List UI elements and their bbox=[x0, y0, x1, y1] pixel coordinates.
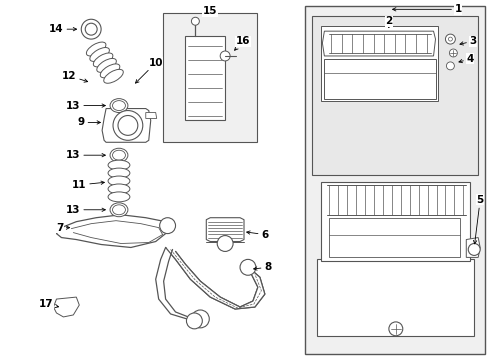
Polygon shape bbox=[185, 36, 224, 121]
Text: 9: 9 bbox=[78, 117, 100, 127]
Polygon shape bbox=[321, 182, 469, 261]
Circle shape bbox=[160, 218, 175, 234]
Text: 13: 13 bbox=[66, 150, 105, 160]
Text: 1: 1 bbox=[392, 4, 461, 14]
Ellipse shape bbox=[110, 99, 128, 113]
Ellipse shape bbox=[110, 148, 128, 162]
Circle shape bbox=[220, 51, 230, 61]
Polygon shape bbox=[322, 31, 435, 56]
Text: 16: 16 bbox=[234, 36, 250, 50]
Text: 13: 13 bbox=[66, 100, 105, 111]
Text: 6: 6 bbox=[246, 230, 268, 239]
Text: 10: 10 bbox=[135, 58, 163, 83]
Ellipse shape bbox=[112, 205, 125, 215]
Bar bbox=[312, 16, 477, 175]
Ellipse shape bbox=[108, 168, 130, 178]
Text: 8: 8 bbox=[253, 262, 271, 272]
Text: 14: 14 bbox=[49, 24, 77, 34]
Ellipse shape bbox=[93, 53, 113, 67]
Ellipse shape bbox=[108, 192, 130, 202]
Text: 2: 2 bbox=[385, 16, 392, 27]
Circle shape bbox=[448, 49, 456, 57]
Text: 7: 7 bbox=[56, 222, 69, 233]
Polygon shape bbox=[317, 260, 473, 336]
Circle shape bbox=[217, 235, 233, 251]
Ellipse shape bbox=[110, 203, 128, 217]
Ellipse shape bbox=[108, 176, 130, 186]
Circle shape bbox=[240, 260, 255, 275]
Ellipse shape bbox=[86, 42, 106, 56]
Ellipse shape bbox=[112, 150, 125, 160]
Circle shape bbox=[388, 322, 402, 336]
Bar bbox=[304, 6, 484, 354]
Circle shape bbox=[447, 37, 451, 41]
Text: 17: 17 bbox=[39, 299, 59, 309]
Circle shape bbox=[81, 19, 101, 39]
Ellipse shape bbox=[90, 48, 109, 62]
Ellipse shape bbox=[97, 58, 116, 72]
Polygon shape bbox=[328, 218, 459, 257]
Text: 15: 15 bbox=[203, 6, 217, 16]
Polygon shape bbox=[466, 238, 479, 257]
Ellipse shape bbox=[112, 100, 125, 111]
Circle shape bbox=[446, 62, 453, 70]
Circle shape bbox=[118, 116, 138, 135]
Text: 12: 12 bbox=[62, 71, 87, 82]
Circle shape bbox=[186, 313, 202, 329]
Circle shape bbox=[191, 17, 199, 25]
Polygon shape bbox=[324, 59, 435, 99]
Text: 4: 4 bbox=[458, 54, 473, 64]
Text: 11: 11 bbox=[72, 180, 104, 190]
Circle shape bbox=[85, 23, 97, 35]
Text: 3: 3 bbox=[459, 36, 476, 46]
Circle shape bbox=[468, 243, 479, 255]
Ellipse shape bbox=[108, 160, 130, 170]
Ellipse shape bbox=[103, 69, 123, 83]
Polygon shape bbox=[53, 297, 79, 317]
Polygon shape bbox=[206, 218, 244, 242]
Polygon shape bbox=[102, 109, 150, 142]
Polygon shape bbox=[165, 247, 264, 309]
Polygon shape bbox=[145, 113, 156, 118]
Polygon shape bbox=[155, 247, 200, 321]
Circle shape bbox=[191, 310, 209, 328]
Bar bbox=[163, 13, 256, 142]
Polygon shape bbox=[321, 26, 438, 100]
Circle shape bbox=[113, 111, 142, 140]
Text: 13: 13 bbox=[66, 205, 105, 215]
Circle shape bbox=[445, 34, 454, 44]
Ellipse shape bbox=[108, 184, 130, 194]
Polygon shape bbox=[56, 215, 170, 247]
Text: 5: 5 bbox=[472, 195, 483, 244]
Ellipse shape bbox=[100, 64, 120, 78]
